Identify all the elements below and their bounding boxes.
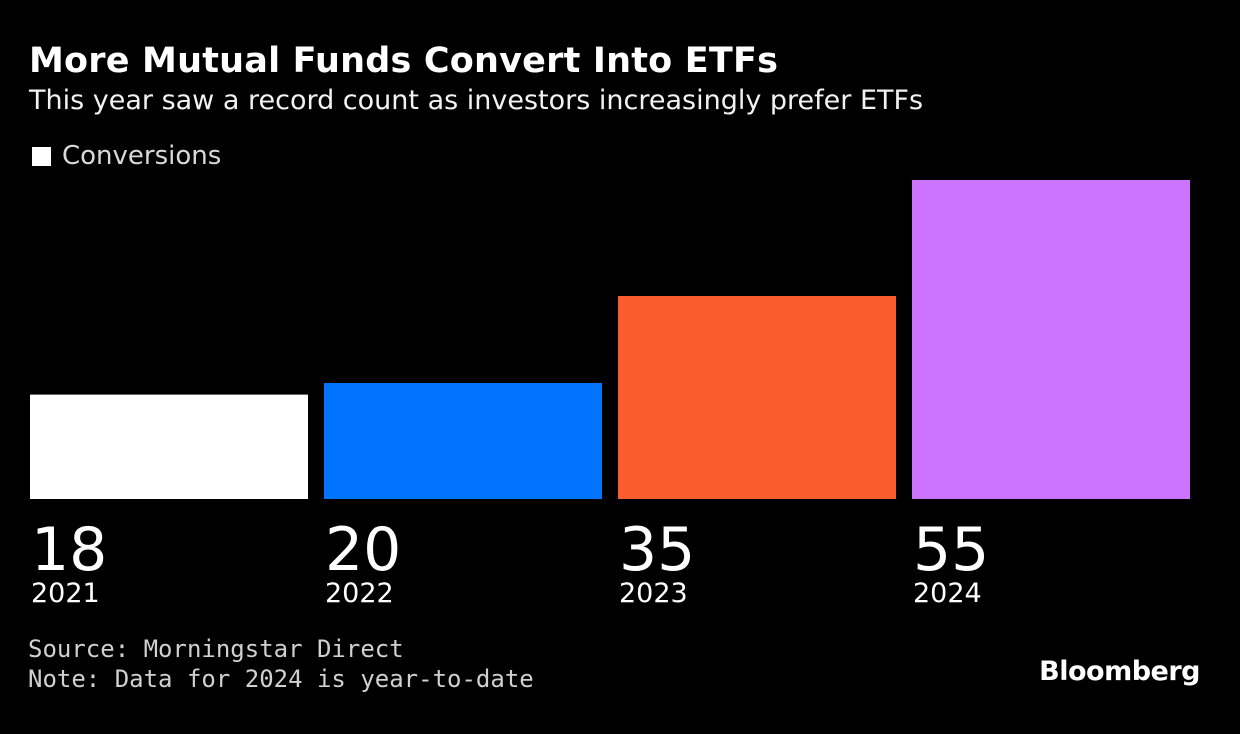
- legend: Conversions: [32, 141, 221, 171]
- source-text: Source: Morningstar Direct: [28, 635, 404, 663]
- value-label-2021: 18: [31, 515, 107, 585]
- category-label-2024: 2024: [913, 578, 982, 609]
- bar-2022: [324, 383, 602, 499]
- legend-label: Conversions: [62, 141, 222, 171]
- category-label-2022: 2022: [325, 578, 394, 609]
- value-label-2022: 20: [325, 515, 401, 585]
- value-label-2023: 35: [619, 515, 695, 585]
- bloomberg-logo: Bloomberg: [1039, 656, 1200, 687]
- category-label-2023: 2023: [619, 578, 688, 609]
- bar-2023: [618, 296, 896, 499]
- value-label-2024: 55: [913, 515, 989, 585]
- category-label-2021: 2021: [31, 578, 100, 609]
- chart-subtitle: This year saw a record count as investor…: [29, 85, 924, 116]
- note-text: Note: Data for 2024 is year-to-date: [28, 665, 534, 693]
- chart-title: More Mutual Funds Convert Into ETFs: [29, 41, 779, 81]
- bar-2021: [30, 394, 308, 499]
- bar-2024: [912, 180, 1190, 499]
- legend-swatch: [32, 146, 51, 166]
